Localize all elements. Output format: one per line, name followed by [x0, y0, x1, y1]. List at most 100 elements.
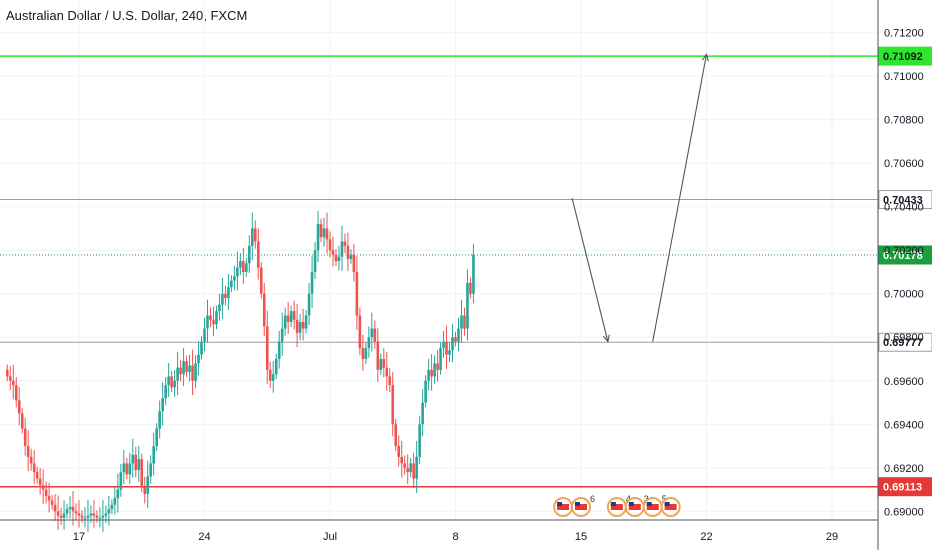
candle-body: [397, 446, 401, 457]
level-label-box: [878, 477, 932, 497]
candle-body: [289, 311, 293, 323]
candle-body: [328, 239, 332, 251]
candle-body: [8, 376, 12, 381]
candle-body: [349, 254, 353, 259]
chart-title: Australian Dollar / U.S. Dollar, 240, FX…: [6, 8, 248, 23]
candle-body: [382, 358, 386, 368]
candle-body: [23, 428, 27, 447]
candle-body: [430, 369, 433, 377]
level-label: 0.71092: [883, 51, 923, 63]
candle-body: [304, 315, 308, 329]
event-flag-canton: [646, 502, 652, 506]
candle-body: [56, 511, 60, 516]
candle-body: [253, 228, 257, 242]
candle-body: [463, 315, 466, 329]
candle-body: [469, 282, 472, 294]
candle-body: [319, 224, 323, 238]
grid: [0, 0, 878, 520]
candle-body: [316, 224, 320, 251]
candle-body: [113, 498, 117, 505]
level-label: 0.70178: [883, 250, 923, 262]
candle-body: [283, 315, 287, 329]
candle-body: [236, 267, 239, 277]
candle-body: [367, 337, 371, 349]
candle-body: [424, 380, 427, 403]
candle-body: [376, 341, 380, 370]
candle-body: [358, 315, 362, 349]
level-label-box: [878, 332, 932, 352]
candle-body: [373, 328, 377, 342]
y-tick-label: 0.69800: [884, 332, 924, 344]
projection-arrows: [571, 53, 709, 343]
candle-body: [38, 478, 42, 486]
candle-body: [161, 398, 164, 412]
candle-body: [454, 337, 457, 342]
candle-body: [41, 485, 45, 490]
x-tick-label: 22: [700, 531, 712, 543]
candle-body: [224, 293, 227, 299]
projection-arrowhead: [701, 53, 709, 62]
candle-body: [140, 459, 144, 488]
candle-body: [322, 228, 326, 238]
candle-body: [274, 358, 278, 375]
candle-body: [277, 341, 281, 359]
candle-body: [421, 402, 424, 425]
candle-body: [227, 287, 230, 299]
candle-body: [361, 348, 365, 359]
candle-body: [80, 515, 84, 518]
candle-body: [268, 369, 272, 381]
y-tick-label: 0.71000: [884, 71, 924, 83]
event-flag-canton: [664, 502, 670, 506]
candle-body: [340, 241, 344, 257]
candle-body: [215, 311, 218, 325]
candle-body: [26, 446, 30, 457]
candle-body: [403, 463, 407, 468]
candle-body: [298, 322, 302, 333]
candle-body: [451, 337, 454, 351]
candle-body: [155, 428, 158, 447]
candle-body: [173, 380, 176, 388]
candle-body: [295, 319, 299, 333]
candle-body: [394, 424, 398, 447]
candle-body: [194, 363, 197, 381]
y-tick-label: 0.69000: [884, 506, 924, 518]
candle-body: [182, 361, 185, 375]
candle-body: [11, 380, 15, 386]
projection-segment: [571, 197, 609, 342]
y-tick-label: 0.70000: [884, 289, 924, 301]
event-count: 5: [662, 494, 667, 504]
candle-body: [245, 263, 248, 272]
economic-events: 6 4 3 5: [553, 494, 681, 517]
candle-body: [5, 369, 9, 377]
candle-body: [35, 472, 39, 479]
candle-body: [17, 400, 21, 414]
candle-body: [256, 241, 260, 268]
event-count: 6: [590, 494, 595, 504]
candle-body: [346, 245, 350, 259]
candle-body: [445, 341, 448, 355]
candle-body: [448, 350, 451, 355]
x-tick-label: 15: [575, 531, 587, 543]
y-tick-label: 0.70600: [884, 158, 924, 170]
y-tick-label: 0.69200: [884, 463, 924, 475]
candle-body: [125, 463, 129, 475]
candle-body: [53, 504, 57, 512]
candle-body: [131, 454, 135, 464]
candle-body: [343, 241, 347, 246]
candle-body: [101, 515, 105, 518]
y-tick-label: 0.69400: [884, 419, 924, 431]
candle-body: [92, 513, 96, 516]
event-flag-stripe: [575, 504, 587, 510]
candle-body: [32, 463, 36, 473]
candle-body: [95, 515, 99, 518]
event-flag-stripe: [628, 504, 641, 510]
candle-body: [325, 228, 329, 240]
candle-body: [104, 513, 108, 516]
event-count: 3: [644, 494, 649, 504]
candle-body: [230, 280, 233, 288]
candle-body: [221, 293, 224, 305]
candle-body: [337, 256, 341, 262]
candle-body: [409, 463, 412, 473]
